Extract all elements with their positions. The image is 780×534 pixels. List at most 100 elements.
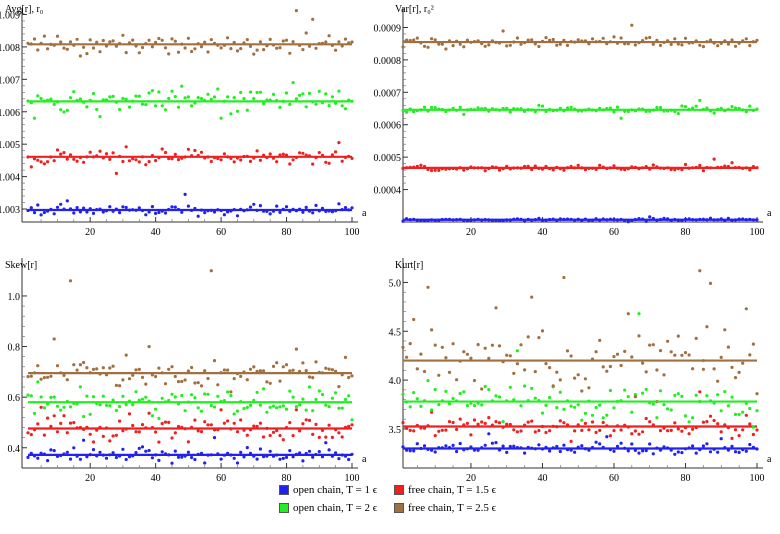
- data-point: [573, 429, 577, 433]
- data-point: [248, 205, 253, 209]
- data-point: [226, 36, 230, 40]
- data-point: [716, 422, 720, 426]
- data-point: [412, 449, 416, 453]
- data-point: [36, 158, 40, 162]
- data-point: [193, 418, 197, 422]
- data-point: [455, 449, 459, 454]
- data-point: [170, 392, 174, 396]
- data-point: [458, 441, 462, 446]
- data-point: [239, 90, 243, 95]
- x-tick-label: 60: [216, 473, 226, 484]
- data-point: [537, 336, 541, 340]
- data-point: [271, 430, 276, 434]
- data-point: [288, 51, 292, 55]
- data-point: [748, 406, 752, 411]
- data-point: [612, 35, 616, 39]
- data-point: [605, 369, 609, 373]
- data-point: [176, 424, 181, 429]
- data-point: [68, 405, 73, 409]
- data-point: [235, 430, 240, 434]
- data-point: [291, 455, 295, 459]
- data-point: [676, 392, 680, 396]
- x-tick-label: 100: [345, 227, 360, 238]
- data-point: [219, 457, 223, 461]
- data-point: [65, 108, 69, 112]
- data-point: [719, 430, 723, 434]
- data-point: [694, 104, 698, 108]
- data-point: [114, 455, 118, 460]
- data-point: [337, 457, 341, 461]
- data-point: [737, 450, 741, 454]
- data-point: [82, 360, 86, 365]
- data-point: [641, 391, 645, 395]
- data-point: [114, 433, 118, 437]
- data-point: [199, 384, 204, 388]
- data-point: [183, 192, 187, 196]
- data-point: [108, 366, 112, 370]
- data-point: [451, 342, 455, 346]
- data-point: [196, 96, 200, 100]
- data-point: [242, 97, 246, 101]
- data-point: [65, 431, 69, 435]
- data-point: [515, 362, 520, 366]
- data-point: [186, 440, 190, 444]
- data-point: [311, 17, 315, 21]
- data-point: [350, 40, 354, 44]
- data-point: [658, 43, 663, 48]
- data-point: [95, 367, 99, 371]
- data-point: [235, 49, 240, 53]
- data-point: [755, 392, 759, 396]
- data-point: [173, 205, 177, 209]
- data-point: [343, 206, 348, 210]
- data-point: [723, 328, 727, 332]
- data-point: [451, 44, 455, 48]
- data-point: [462, 350, 466, 354]
- data-point: [497, 168, 502, 172]
- data-point: [505, 422, 509, 426]
- data-point: [437, 373, 441, 377]
- data-point: [29, 374, 33, 378]
- data-point: [708, 38, 713, 42]
- data-point: [530, 386, 534, 390]
- data-point: [291, 81, 295, 85]
- data-point: [160, 38, 164, 42]
- data-point: [698, 390, 702, 394]
- data-point: [298, 93, 302, 97]
- data-point: [157, 416, 161, 420]
- legend-swatch: [394, 503, 404, 513]
- data-point: [641, 361, 645, 365]
- data-point: [619, 363, 623, 368]
- data-point: [476, 106, 480, 110]
- data-point: [601, 36, 605, 40]
- data-point: [301, 210, 305, 214]
- data-point: [301, 459, 305, 463]
- data-point: [111, 364, 115, 368]
- data-point: [137, 446, 141, 450]
- data-point: [137, 367, 141, 371]
- data-point: [111, 94, 115, 98]
- data-point: [615, 105, 620, 109]
- data-point: [705, 442, 709, 446]
- data-point: [412, 391, 416, 395]
- data-point: [140, 102, 145, 106]
- data-point: [209, 159, 213, 164]
- data-point: [719, 409, 723, 413]
- data-point: [401, 392, 405, 396]
- data-point: [180, 84, 184, 88]
- data-point: [55, 430, 60, 434]
- data-point: [85, 394, 89, 398]
- data-point: [101, 434, 105, 438]
- x-tick-label: 40: [537, 227, 547, 238]
- data-point: [458, 42, 462, 46]
- data-point: [62, 151, 66, 155]
- data-point: [508, 422, 512, 427]
- data-point: [281, 365, 285, 369]
- data-point: [587, 386, 591, 390]
- data-point: [36, 48, 40, 52]
- data-point: [655, 416, 659, 420]
- data-point: [519, 42, 523, 46]
- data-point: [291, 158, 295, 162]
- data-point: [304, 31, 308, 35]
- y-axis-label: Skew[r]: [5, 260, 37, 271]
- data-point: [583, 377, 588, 381]
